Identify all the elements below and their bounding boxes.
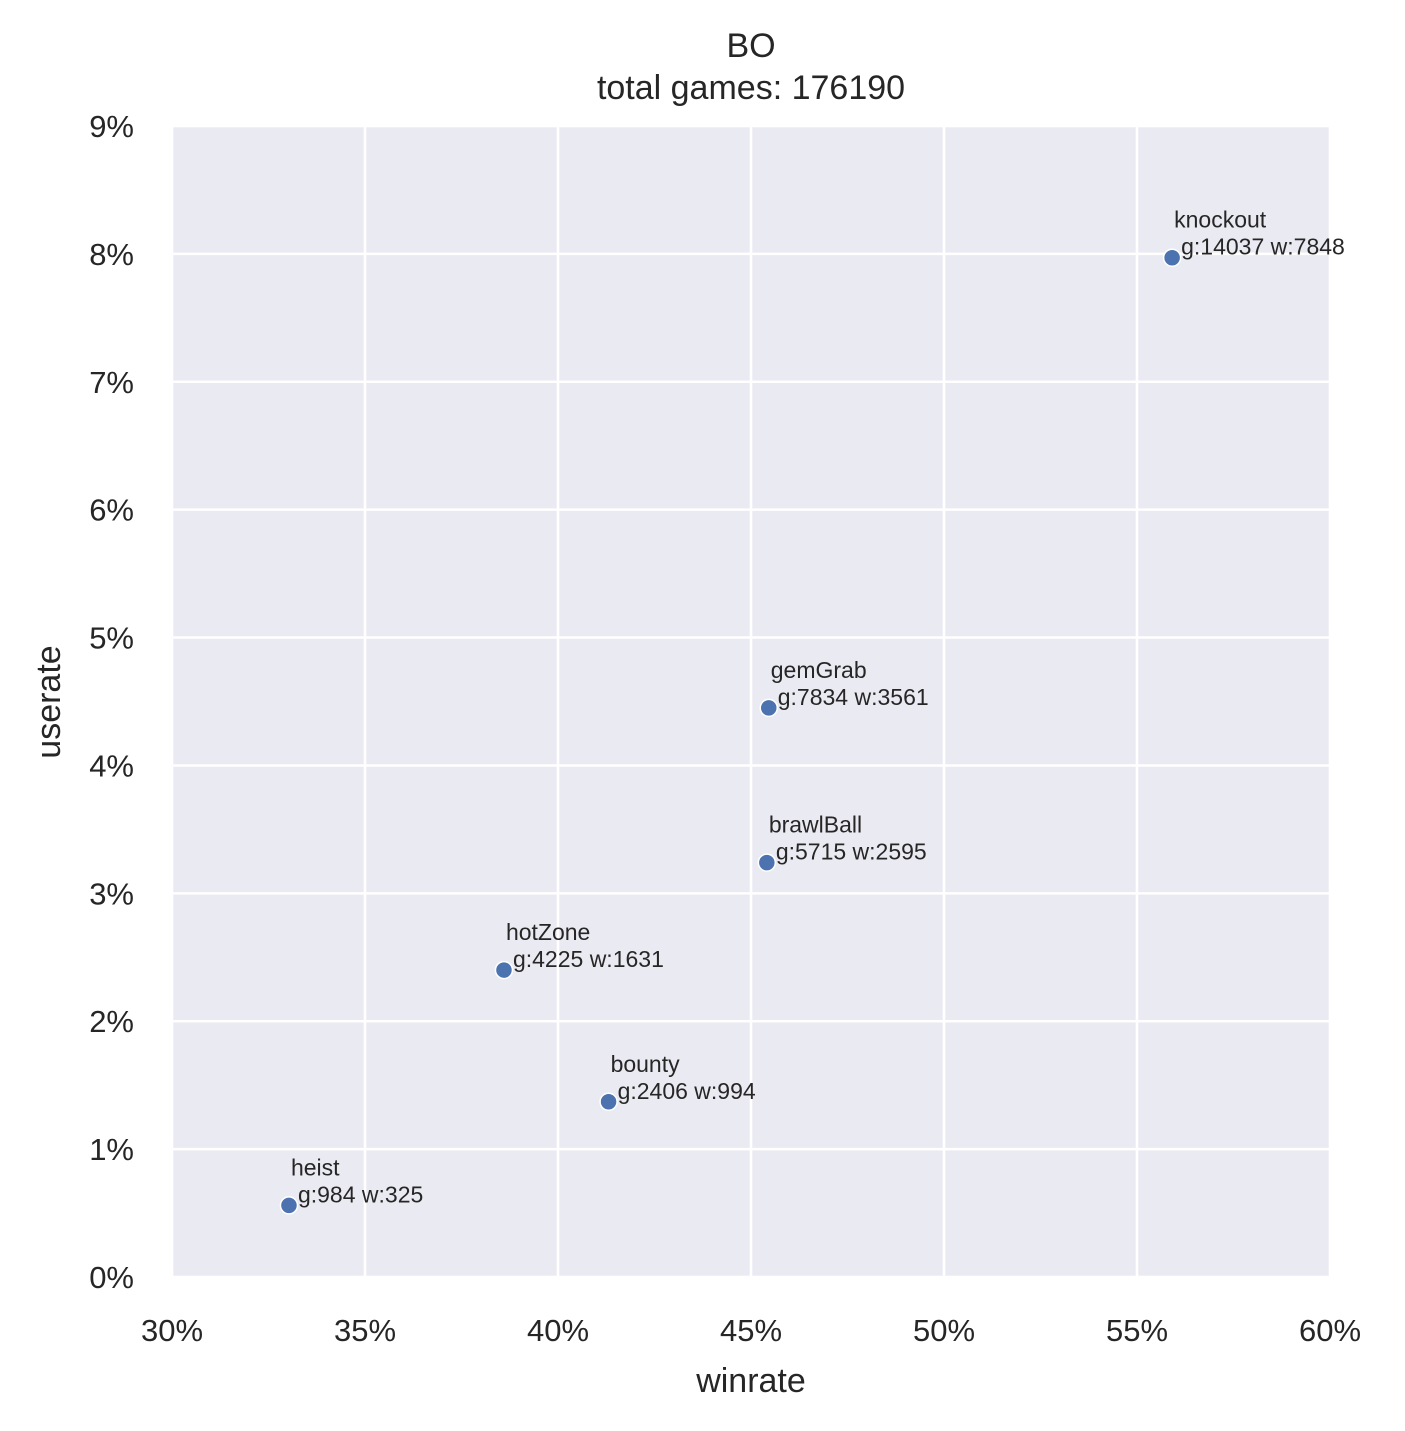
point-detail-label: g:7834 w:3561 (778, 684, 929, 710)
x-tick-label: 45% (720, 1313, 782, 1348)
chart-subtitle: total games: 176190 (597, 69, 905, 107)
x-tick-label: 35% (334, 1313, 396, 1348)
point-name-label: heist (291, 1154, 340, 1180)
point-name-label: brawlBall (769, 812, 862, 838)
grid-lines (170, 124, 1332, 1279)
y-tick-label: 3% (89, 876, 134, 911)
data-point (599, 1092, 618, 1112)
point-name-label: gemGrab (771, 657, 867, 683)
point-name-label: knockout (1174, 207, 1267, 233)
x-axis-label: winrate (695, 1362, 806, 1400)
x-tick-label: 55% (1106, 1313, 1168, 1348)
y-tick-label: 7% (89, 365, 134, 400)
point-detail-label: g:984 w:325 (298, 1181, 423, 1207)
y-axis-label: userate (30, 645, 68, 758)
chart-title: BO (726, 27, 775, 65)
data-point (757, 853, 777, 872)
x-tick-label: 50% (913, 1313, 975, 1348)
y-tick-labels: 0% 1% 2% 3% 4% 5% 6% 7% 8% 9% (89, 109, 134, 1295)
y-tick-label: 9% (89, 109, 134, 144)
data-point (759, 698, 779, 718)
y-tick-label: 5% (89, 621, 134, 656)
data-point (1162, 248, 1182, 267)
x-tick-label: 60% (1299, 1313, 1361, 1348)
point-name-label: bounty (611, 1051, 681, 1077)
y-tick-label: 8% (89, 237, 134, 272)
data-points (279, 248, 1182, 1215)
point-detail-label: g:2406 w:994 (618, 1078, 756, 1104)
point-detail-label: g:4225 w:1631 (513, 946, 664, 972)
point-detail-label: g:14037 w:7848 (1181, 234, 1345, 260)
point-detail-label: g:5715 w:2595 (776, 839, 927, 865)
y-tick-label: 0% (89, 1260, 134, 1295)
y-tick-label: 2% (89, 1004, 134, 1039)
y-tick-label: 6% (89, 493, 134, 528)
y-tick-label: 1% (89, 1132, 134, 1167)
data-point (279, 1196, 299, 1215)
x-tick-labels: 30% 35% 40% 45% 50% 55% 60% (141, 1313, 1361, 1348)
data-point (494, 960, 514, 980)
y-tick-label: 4% (89, 748, 134, 783)
x-tick-label: 30% (141, 1313, 203, 1348)
point-name-label: hotZone (506, 919, 590, 945)
x-tick-label: 40% (527, 1313, 589, 1348)
